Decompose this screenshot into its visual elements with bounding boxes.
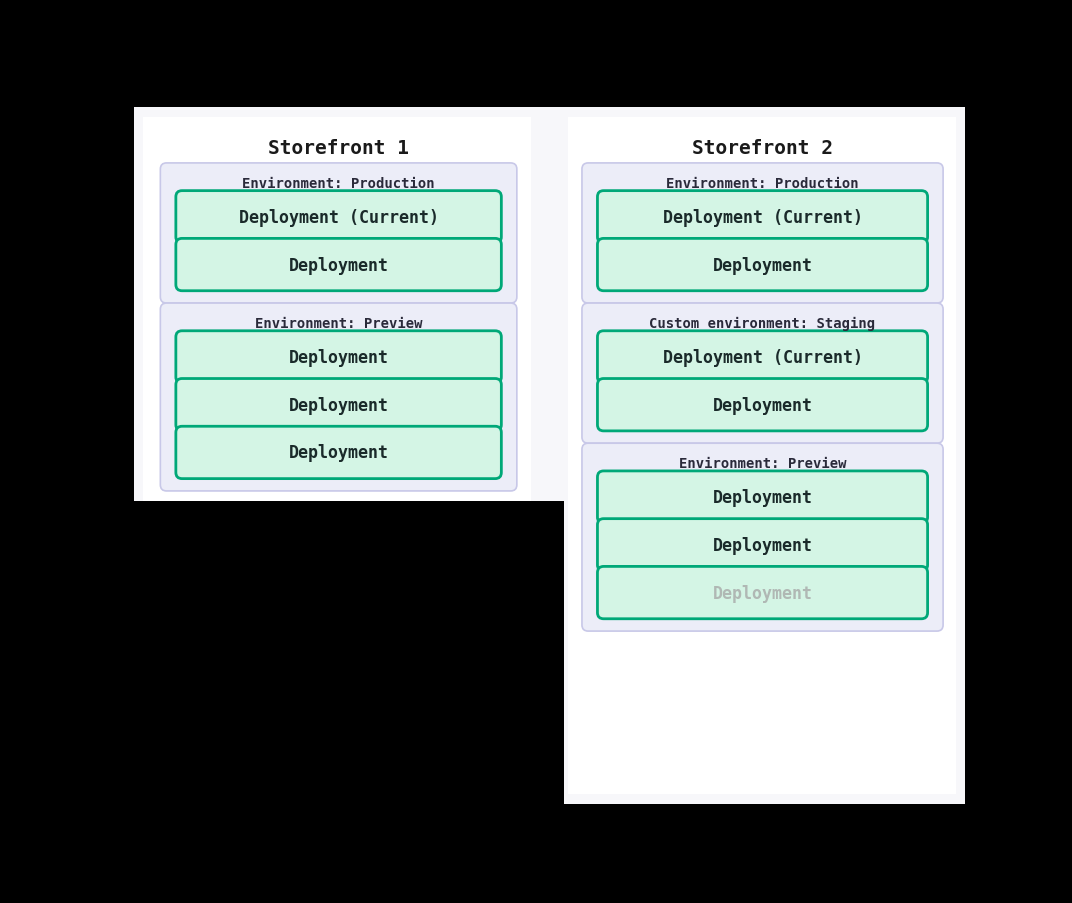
Text: Deployment: Deployment: [288, 444, 388, 462]
FancyBboxPatch shape: [582, 443, 943, 631]
Text: Environment: Preview: Environment: Preview: [679, 457, 846, 470]
Text: Storefront 2: Storefront 2: [693, 139, 833, 158]
Bar: [531, 117, 568, 795]
Text: Deployment (Current): Deployment (Current): [662, 209, 863, 227]
Text: Deployment: Deployment: [288, 396, 388, 414]
FancyBboxPatch shape: [582, 303, 943, 443]
FancyBboxPatch shape: [597, 239, 927, 292]
Text: Deployment: Deployment: [288, 349, 388, 367]
FancyBboxPatch shape: [597, 379, 927, 432]
Text: Deployment (Current): Deployment (Current): [662, 349, 863, 367]
Text: Custom environment: Staging: Custom environment: Staging: [650, 317, 876, 330]
Text: Environment: Production: Environment: Production: [242, 177, 435, 191]
FancyBboxPatch shape: [597, 471, 927, 524]
FancyBboxPatch shape: [176, 379, 502, 432]
Text: Deployment: Deployment: [713, 489, 813, 507]
Bar: [144, 117, 531, 633]
FancyBboxPatch shape: [582, 163, 943, 303]
Text: Deployment: Deployment: [713, 396, 813, 414]
FancyBboxPatch shape: [597, 567, 927, 619]
FancyBboxPatch shape: [597, 331, 927, 384]
Text: Deployment: Deployment: [713, 256, 813, 275]
Text: Deployment: Deployment: [713, 536, 813, 554]
FancyBboxPatch shape: [161, 163, 517, 303]
Text: Deployment: Deployment: [713, 584, 813, 602]
FancyBboxPatch shape: [176, 427, 502, 479]
Text: Environment: Production: Environment: Production: [666, 177, 859, 191]
Text: Deployment (Current): Deployment (Current): [239, 209, 438, 227]
FancyBboxPatch shape: [597, 191, 927, 244]
Bar: [568, 117, 955, 795]
FancyBboxPatch shape: [176, 331, 502, 384]
Bar: [134, 501, 564, 804]
Text: Storefront 1: Storefront 1: [268, 139, 410, 158]
Text: Environment: Preview: Environment: Preview: [255, 317, 422, 330]
FancyBboxPatch shape: [597, 519, 927, 572]
Text: Deployment: Deployment: [288, 256, 388, 275]
FancyBboxPatch shape: [176, 239, 502, 292]
FancyBboxPatch shape: [176, 191, 502, 244]
FancyBboxPatch shape: [161, 303, 517, 491]
